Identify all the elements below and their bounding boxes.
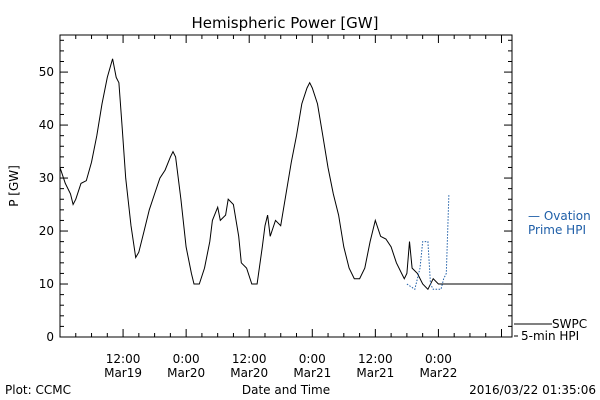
- x-tick-label-date: Mar19: [104, 366, 142, 380]
- x-tick-label-date: Mar21: [293, 366, 331, 380]
- legend-ovation-line2: Prime HPI: [528, 223, 586, 237]
- y-tick-label: 30: [39, 171, 54, 185]
- y-axis: 0 10 20 30 40 50: [39, 39, 512, 344]
- x-tick-label-time: 0:00: [425, 352, 452, 366]
- x-tick-label-time: 12:00: [106, 352, 141, 366]
- y-tick-label: 50: [39, 65, 54, 79]
- y-axis-title: P [GW]: [7, 165, 21, 207]
- y-tick-label: 20: [39, 224, 54, 238]
- plot-credit: Plot: CCMC: [5, 383, 71, 397]
- chart-title: Hemispheric Power [GW]: [192, 14, 379, 32]
- timestamp: 2016/03/22 01:35:06: [469, 383, 596, 397]
- x-axis-title: Date and Time: [242, 383, 330, 397]
- x-tick-label-time: 12:00: [232, 352, 267, 366]
- legend-swpc-line1: SWPC: [552, 317, 587, 331]
- ovation-prime-hpi-line: [406, 193, 450, 291]
- x-tick-label-date: Mar20: [167, 366, 205, 380]
- x-tick-label-time: 12:00: [358, 352, 393, 366]
- y-tick-label: 10: [39, 277, 54, 291]
- series-layer: [59, 58, 512, 291]
- x-tick-label-time: 0:00: [173, 352, 200, 366]
- legend-ovation-line1: — Ovation: [528, 209, 591, 223]
- swpc-hpi-line: [59, 58, 512, 291]
- legend-swpc-line2: 5-min HPI: [521, 329, 579, 343]
- y-tick-label: 0: [46, 330, 54, 344]
- plot-frame: [59, 34, 513, 338]
- y-tick-label: 40: [39, 118, 54, 132]
- x-tick-label-date: Mar22: [419, 366, 457, 380]
- x-axis: 12:00Mar190:00Mar2012:00Mar200:00Mar2112…: [59, 35, 502, 380]
- x-tick-label-time: 0:00: [299, 352, 326, 366]
- x-tick-label-date: Mar20: [230, 366, 268, 380]
- x-tick-label-date: Mar21: [356, 366, 394, 380]
